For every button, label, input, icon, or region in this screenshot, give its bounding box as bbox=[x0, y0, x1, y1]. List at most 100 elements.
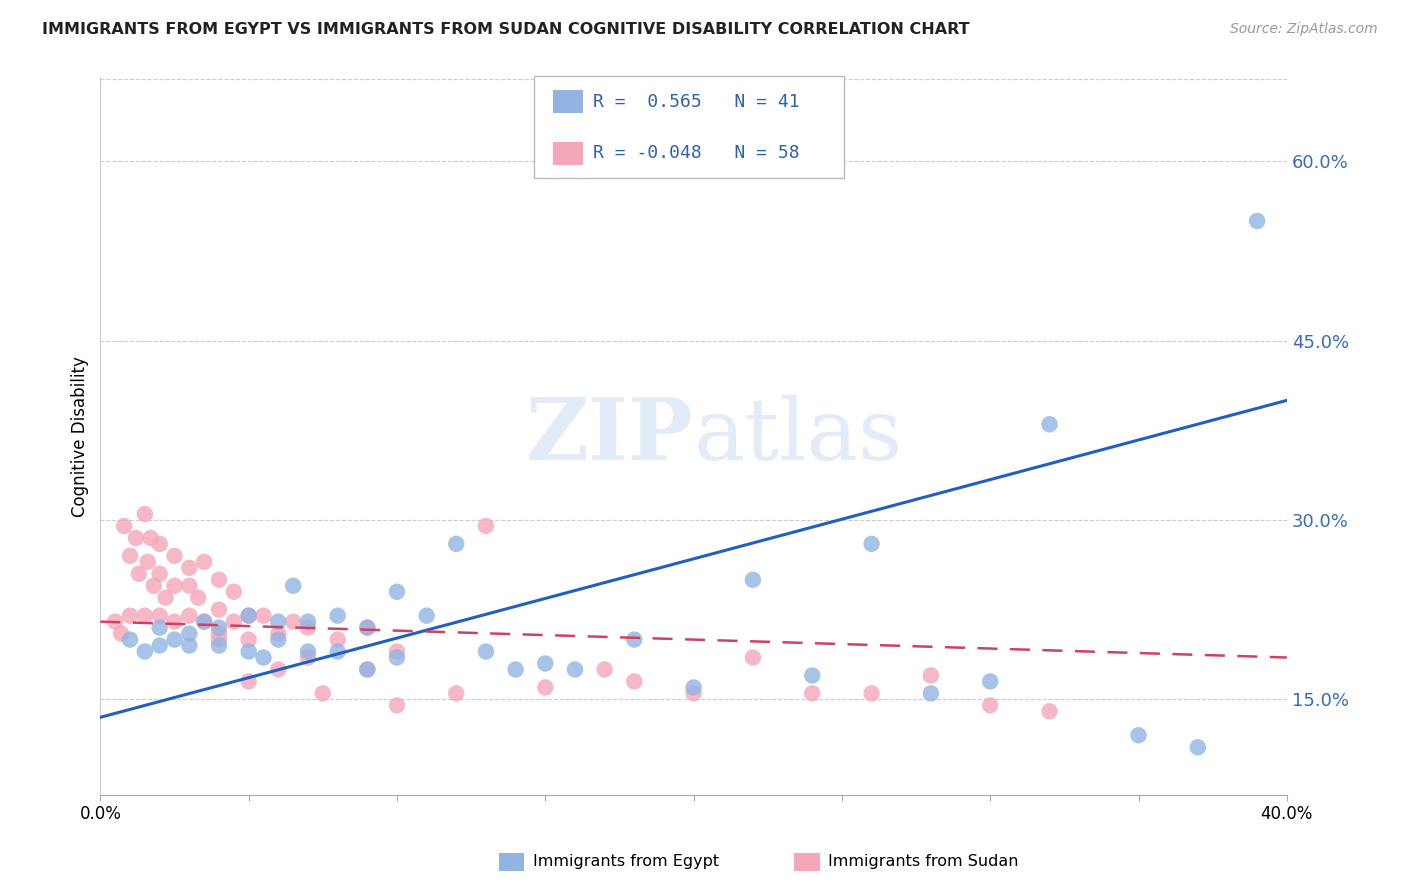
Point bbox=[142, 579, 165, 593]
Text: atlas: atlas bbox=[693, 394, 903, 478]
Point bbox=[682, 681, 704, 695]
Point bbox=[238, 608, 260, 623]
Point bbox=[118, 608, 141, 623]
Point bbox=[134, 507, 156, 521]
Point bbox=[104, 615, 127, 629]
Point bbox=[801, 668, 824, 682]
Point bbox=[742, 573, 765, 587]
Point bbox=[179, 579, 201, 593]
Point bbox=[267, 663, 290, 677]
Point bbox=[110, 626, 132, 640]
Point bbox=[920, 668, 942, 682]
Point bbox=[149, 608, 172, 623]
Point bbox=[118, 632, 141, 647]
Point bbox=[1128, 728, 1150, 742]
Point bbox=[128, 566, 150, 581]
Point bbox=[534, 681, 557, 695]
Point bbox=[475, 644, 498, 658]
Point bbox=[326, 608, 349, 623]
Y-axis label: Cognitive Disability: Cognitive Disability bbox=[72, 356, 89, 516]
Text: ZIP: ZIP bbox=[526, 394, 693, 478]
Point bbox=[623, 674, 645, 689]
Point bbox=[860, 686, 883, 700]
Point bbox=[920, 686, 942, 700]
Point bbox=[1187, 740, 1209, 755]
Point bbox=[155, 591, 177, 605]
Point bbox=[163, 549, 186, 563]
Point bbox=[593, 663, 616, 677]
Point bbox=[801, 686, 824, 700]
Point bbox=[208, 626, 231, 640]
Point bbox=[297, 644, 319, 658]
Point bbox=[415, 608, 437, 623]
Text: R =  0.565   N = 41: R = 0.565 N = 41 bbox=[593, 93, 800, 111]
Point bbox=[179, 561, 201, 575]
Point bbox=[475, 519, 498, 533]
Point bbox=[163, 632, 186, 647]
Point bbox=[505, 663, 527, 677]
Point bbox=[208, 602, 231, 616]
Point bbox=[163, 615, 186, 629]
Text: R = -0.048   N = 58: R = -0.048 N = 58 bbox=[593, 145, 800, 162]
Point bbox=[149, 566, 172, 581]
Point bbox=[208, 621, 231, 635]
Point bbox=[238, 632, 260, 647]
Point bbox=[742, 650, 765, 665]
Point bbox=[252, 650, 274, 665]
Point bbox=[979, 674, 1001, 689]
Point bbox=[208, 639, 231, 653]
Point bbox=[682, 686, 704, 700]
Point bbox=[118, 549, 141, 563]
Text: Immigrants from Egypt: Immigrants from Egypt bbox=[533, 855, 718, 869]
Point bbox=[623, 632, 645, 647]
Point bbox=[163, 579, 186, 593]
Point bbox=[222, 615, 245, 629]
Point bbox=[208, 632, 231, 647]
Text: IMMIGRANTS FROM EGYPT VS IMMIGRANTS FROM SUDAN COGNITIVE DISABILITY CORRELATION : IMMIGRANTS FROM EGYPT VS IMMIGRANTS FROM… bbox=[42, 22, 970, 37]
Point bbox=[385, 650, 408, 665]
Point bbox=[136, 555, 159, 569]
Point bbox=[446, 537, 468, 551]
Point bbox=[564, 663, 586, 677]
Point bbox=[252, 608, 274, 623]
Point bbox=[222, 584, 245, 599]
Point bbox=[979, 698, 1001, 713]
Point bbox=[179, 639, 201, 653]
Point bbox=[534, 657, 557, 671]
Point bbox=[326, 632, 349, 647]
Point bbox=[208, 573, 231, 587]
Point bbox=[283, 615, 305, 629]
Point bbox=[187, 591, 209, 605]
Point bbox=[149, 639, 172, 653]
Point bbox=[385, 584, 408, 599]
Point bbox=[179, 608, 201, 623]
Point bbox=[267, 626, 290, 640]
Point bbox=[297, 615, 319, 629]
Point bbox=[860, 537, 883, 551]
Point bbox=[356, 621, 378, 635]
Point bbox=[1038, 704, 1060, 718]
Point bbox=[134, 608, 156, 623]
Point bbox=[149, 621, 172, 635]
Text: Immigrants from Sudan: Immigrants from Sudan bbox=[828, 855, 1018, 869]
Point bbox=[125, 531, 148, 545]
Point bbox=[193, 615, 215, 629]
Point bbox=[297, 621, 319, 635]
Point bbox=[356, 663, 378, 677]
Point bbox=[356, 663, 378, 677]
Point bbox=[297, 650, 319, 665]
Point bbox=[312, 686, 335, 700]
Point bbox=[267, 632, 290, 647]
Point bbox=[193, 615, 215, 629]
Point bbox=[385, 644, 408, 658]
Point bbox=[356, 621, 378, 635]
Point bbox=[139, 531, 162, 545]
Point bbox=[385, 698, 408, 713]
Point bbox=[1246, 214, 1268, 228]
Point bbox=[326, 644, 349, 658]
Point bbox=[283, 579, 305, 593]
Point bbox=[238, 644, 260, 658]
Point bbox=[134, 644, 156, 658]
Point bbox=[112, 519, 135, 533]
Point bbox=[238, 674, 260, 689]
